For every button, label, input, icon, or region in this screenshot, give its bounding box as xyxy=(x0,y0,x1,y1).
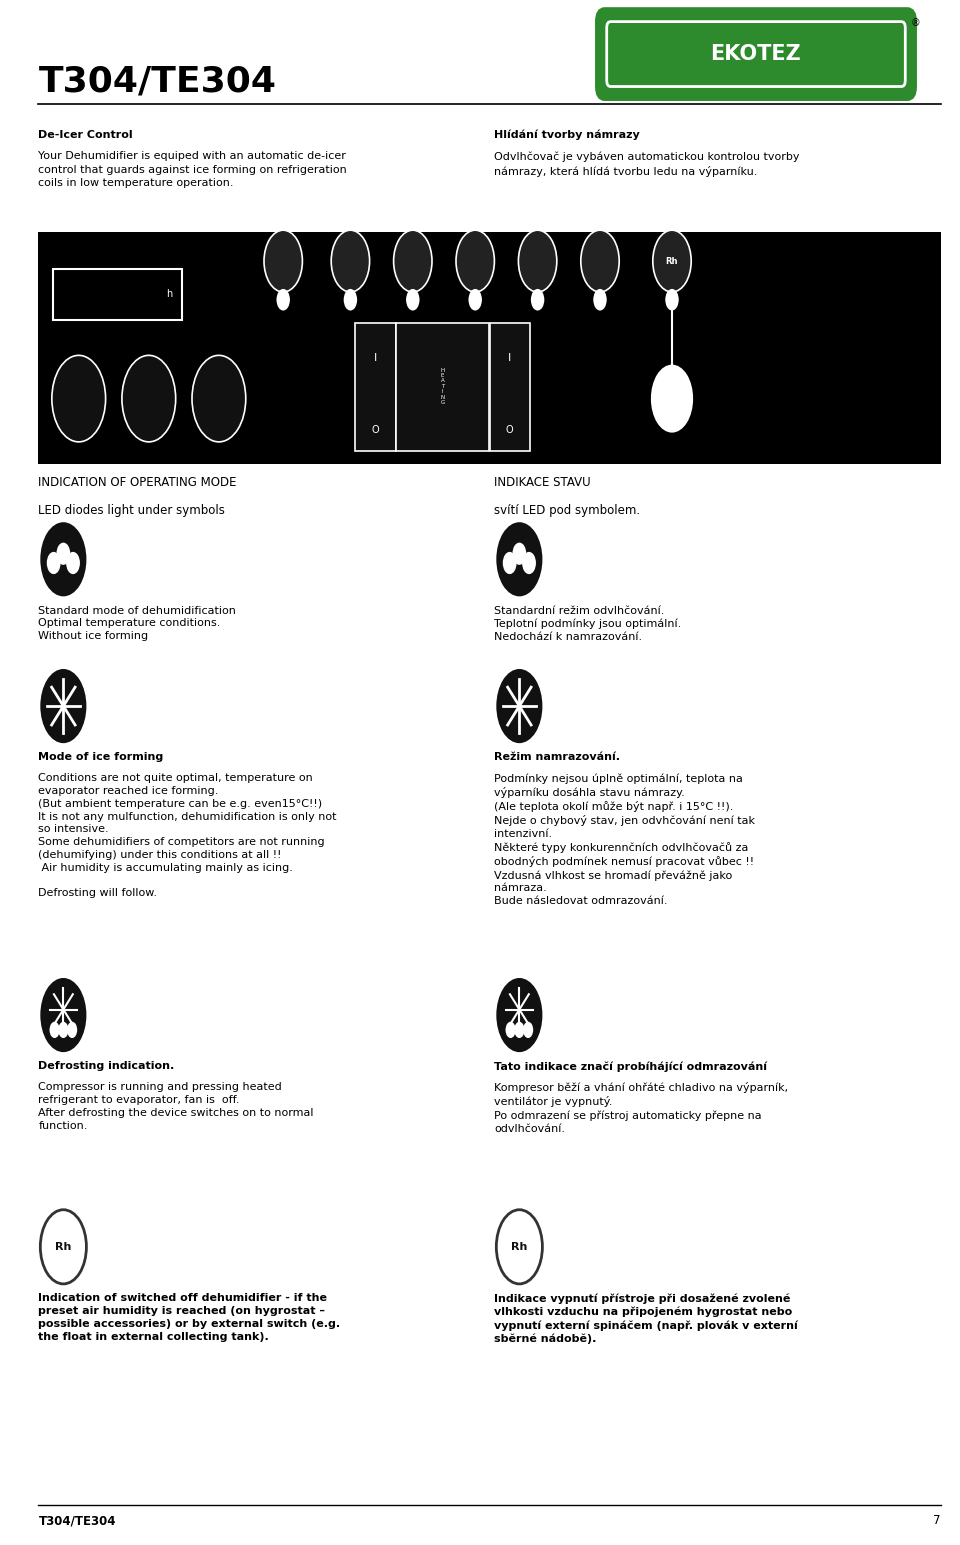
Circle shape xyxy=(59,1021,68,1038)
Text: Podmínky nejsou úplně optimální, teplota na
výparníku dosáhla stavu námrazy.
(Al: Podmínky nejsou úplně optimální, teplota… xyxy=(494,772,756,907)
Circle shape xyxy=(394,230,432,292)
Text: Tato indikace značí probíhájící odmrazování: Tato indikace značí probíhájící odmrazov… xyxy=(494,1061,767,1072)
Bar xyxy=(38,232,941,464)
Text: LED diodes light under symbols: LED diodes light under symbols xyxy=(38,504,226,516)
Circle shape xyxy=(40,978,86,1052)
Circle shape xyxy=(122,355,176,442)
Text: Mode of ice forming: Mode of ice forming xyxy=(38,752,163,762)
Circle shape xyxy=(518,230,557,292)
Circle shape xyxy=(581,230,619,292)
Text: Conditions are not quite optimal, temperature on
evaporator reached ice forming.: Conditions are not quite optimal, temper… xyxy=(38,772,337,899)
Circle shape xyxy=(468,289,482,311)
Text: Hlídání tvorby námrazy: Hlídání tvorby námrazy xyxy=(494,130,640,141)
Text: Standardní režim odvlhčování.
Teplotní podmínky jsou optimální.
Nedochází k namr: Standardní režim odvlhčování. Teplotní p… xyxy=(494,606,682,641)
Circle shape xyxy=(651,365,693,433)
Text: Režim namrazování.: Režim namrazování. xyxy=(494,752,620,762)
FancyBboxPatch shape xyxy=(597,9,915,99)
Text: I: I xyxy=(373,354,377,363)
Circle shape xyxy=(496,978,542,1052)
Circle shape xyxy=(496,1210,542,1284)
Text: O: O xyxy=(506,425,514,434)
Circle shape xyxy=(47,552,60,575)
Text: T304/TE304: T304/TE304 xyxy=(38,1514,116,1526)
Text: I: I xyxy=(508,354,512,363)
Text: Kompresor běží a vhání ohřáté chladivo na výparník,
ventilátor je vypnutý.
Po od: Kompresor běží a vhání ohřáté chladivo n… xyxy=(494,1082,788,1134)
Text: Rh: Rh xyxy=(55,1242,72,1251)
Text: 7: 7 xyxy=(933,1514,941,1526)
Text: De-Icer Control: De-Icer Control xyxy=(38,130,133,139)
Circle shape xyxy=(456,230,494,292)
Circle shape xyxy=(653,230,691,292)
Circle shape xyxy=(593,289,607,311)
Circle shape xyxy=(503,552,516,575)
Circle shape xyxy=(50,1021,60,1038)
Text: Indikace vypnutí přístroje při dosažené zvolené
vlhkosti vzduchu na připojeném h: Indikace vypnutí přístroje při dosažené … xyxy=(494,1293,798,1344)
Text: INDICATION OF OPERATING MODE: INDICATION OF OPERATING MODE xyxy=(38,476,237,488)
Text: h: h xyxy=(166,289,173,298)
Text: Your Dehumidifier is equiped with an automatic de-icer
control that guards again: Your Dehumidifier is equiped with an aut… xyxy=(38,151,348,188)
Circle shape xyxy=(506,1021,516,1038)
Bar xyxy=(53,269,182,320)
Circle shape xyxy=(40,669,86,743)
Circle shape xyxy=(523,1021,533,1038)
Circle shape xyxy=(192,355,246,442)
Circle shape xyxy=(515,1021,524,1038)
Text: Compressor is running and pressing heated
refrigerant to evaporator, fan is  off: Compressor is running and pressing heate… xyxy=(38,1082,314,1131)
Circle shape xyxy=(40,1210,86,1284)
Text: T304/TE304: T304/TE304 xyxy=(38,65,276,99)
Circle shape xyxy=(522,552,536,575)
Circle shape xyxy=(40,522,86,596)
FancyBboxPatch shape xyxy=(607,22,905,87)
Circle shape xyxy=(496,669,542,743)
Bar xyxy=(490,323,530,451)
Circle shape xyxy=(52,355,106,442)
Text: EKOTEZ: EKOTEZ xyxy=(710,45,802,63)
Text: INDIKACE STAVU: INDIKACE STAVU xyxy=(494,476,591,488)
Circle shape xyxy=(57,542,70,565)
Text: svítí LED pod symbolem.: svítí LED pod symbolem. xyxy=(494,504,640,516)
Text: O: O xyxy=(372,425,379,434)
Circle shape xyxy=(331,230,370,292)
Bar xyxy=(396,323,489,451)
Circle shape xyxy=(66,552,80,575)
Text: ®: ® xyxy=(911,19,921,28)
Bar xyxy=(355,323,396,451)
Circle shape xyxy=(665,289,679,311)
Text: Defrosting indication.: Defrosting indication. xyxy=(38,1061,175,1071)
Circle shape xyxy=(513,542,526,565)
Text: Rh: Rh xyxy=(665,256,679,266)
Text: Indication of switched off dehumidifier - if the
preset air humidity is reached : Indication of switched off dehumidifier … xyxy=(38,1293,341,1341)
Circle shape xyxy=(406,289,420,311)
Circle shape xyxy=(67,1021,77,1038)
Text: Standard mode of dehumidification
Optimal temperature conditions.
Without ice fo: Standard mode of dehumidification Optima… xyxy=(38,606,236,641)
Text: Rh: Rh xyxy=(511,1242,528,1251)
Circle shape xyxy=(496,522,542,596)
Text: H
E
A
T
I
N
G: H E A T I N G xyxy=(441,368,444,405)
Circle shape xyxy=(531,289,544,311)
Text: Odvlhčovač je vybáven automatickou kontrolou tvorby
námrazy, která hlídá tvorbu : Odvlhčovač je vybáven automatickou kontr… xyxy=(494,151,800,176)
Circle shape xyxy=(264,230,302,292)
Circle shape xyxy=(276,289,290,311)
Circle shape xyxy=(344,289,357,311)
